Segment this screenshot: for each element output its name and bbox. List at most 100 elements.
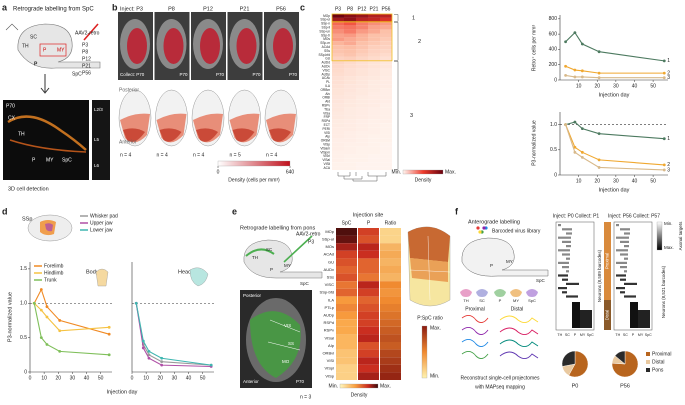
data-point [580,150,584,154]
x-tick-label: 40 [632,83,638,89]
heatmap-texture [616,224,619,227]
data-point [147,356,151,360]
data-point [39,288,43,291]
heatmap-texture [566,295,578,298]
heatmap-cell [332,119,344,124]
series-line [33,303,110,356]
heatmap-cell [358,288,379,297]
heatmap-cell [336,250,357,259]
illustration [269,128,291,142]
label: ACAd [324,252,334,257]
heatmap-cell [332,92,344,96]
data-point [573,31,577,34]
heatmap-cell [380,364,401,373]
heatmap-cell [380,80,392,85]
heatmap-cell [332,111,344,116]
x-tick-label: 20 [157,375,163,381]
heatmap-texture [562,266,569,269]
heatmap-texture [638,310,650,328]
heatmap-cell [368,134,380,139]
label: P56 [82,70,91,76]
heatmap-cell [380,235,401,244]
data-point [573,68,577,72]
data-point [39,308,43,312]
label: Anterograde labelling [468,219,520,225]
label: RSPv [324,328,334,333]
heatmap-cell [336,349,357,358]
side-band [604,222,611,300]
heatmap-texture [558,261,569,264]
label: MOp [325,229,334,234]
heatmap-cell [336,304,357,312]
legend-label: Upper jaw [90,220,113,226]
heatmap-cell [332,123,344,128]
heatmap-cell [380,372,401,380]
heatmap-cell [380,266,401,274]
heatmap-texture [558,224,561,227]
heatmap-cell [368,88,380,92]
label: SC [266,247,273,252]
heatmap-cell [332,158,344,163]
data-point [45,315,49,319]
heatmap-cell [380,95,392,100]
heatmap-cell [380,357,401,365]
label: AIp [325,135,330,139]
label: Distal [511,306,524,312]
heatmap-cell [380,158,392,163]
heatmap-cell [332,37,344,42]
label: P:SpC ratio [417,315,443,321]
heatmap-cell [358,326,379,335]
y-tick-label: 0 [24,369,27,375]
heatmap-cell [380,258,401,266]
pie-slice [614,350,626,365]
data-point [597,132,601,136]
label: SpC [587,333,594,337]
heatmap-cell [356,150,368,155]
label: P0 [572,383,579,389]
heatmap-texture [620,266,627,269]
heatmap-cell [380,243,401,251]
heatmap-texture [624,270,627,273]
data-point [662,168,666,172]
x-tick-label: 10 [41,375,47,381]
heatmap-cell [344,131,356,135]
heatmap-cell [358,364,379,373]
data-point [32,301,36,305]
label: Anterior [119,139,137,145]
label: AUDv [324,267,334,272]
label: AUDp [323,312,334,317]
label: P56 [382,6,391,12]
illustration [499,339,539,347]
heatmap-cell [368,162,380,167]
x-tick-label: 30 [613,83,619,89]
heatmap-cell [356,162,368,167]
label: Distal [605,310,610,321]
heatmap-cell [356,131,368,135]
heatmap-texture [630,302,638,328]
label: P12 [82,56,91,62]
label: ORBvl [322,350,334,355]
label: Neurons (8,521 barcodes) [661,265,666,318]
heatmap-cell [380,49,392,53]
panel-label: a [2,2,8,12]
heatmap-cell [380,131,392,135]
label: MY [46,157,54,163]
heatmap-cell [344,119,356,124]
y-tick-label: 600 [549,31,558,37]
illustration [482,226,486,230]
label: SSp-ul [322,236,334,241]
label: RSPv [322,103,331,107]
label: MO [282,359,290,364]
heatmap-cell [332,17,344,22]
x-tick-label: 40 [186,375,192,381]
heatmap-cell [380,107,392,112]
label: with MAPseq mapping [475,384,525,390]
heatmap-cell [368,95,380,100]
heatmap-cell [358,250,379,259]
heatmap-cell [344,107,356,112]
heatmap-cell [332,134,344,139]
heatmap-cell [356,99,368,104]
heatmap-cell [380,319,401,327]
label: Injection day [599,187,630,193]
heatmap-cell [380,37,392,42]
